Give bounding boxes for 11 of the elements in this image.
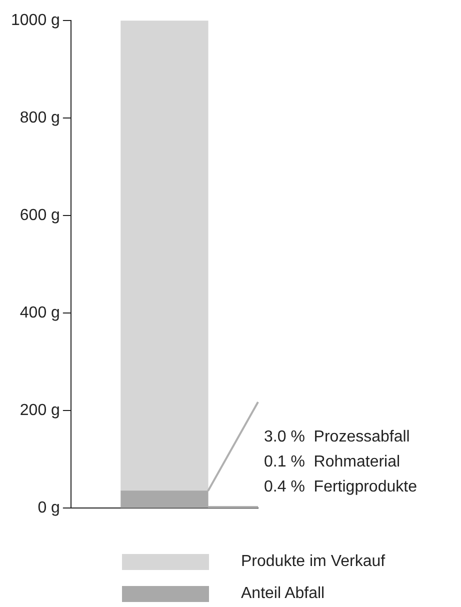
text: Anteil Abfall (241, 585, 325, 603)
y-tick-label: 400 g (20, 304, 60, 322)
text: 0.1 % Rohmaterial (264, 453, 400, 470)
y-tick-label: 0 g (38, 499, 60, 516)
text: 0.4 % Fertigprodukte (264, 478, 418, 496)
y-tick-label: 200 g (20, 402, 60, 419)
y-tick-label: 800 g (20, 109, 60, 126)
text: Produkte im Verkauf (241, 553, 386, 571)
text: 3.0 % Prozessabfall (264, 428, 410, 446)
y-tick-label: 1000 g (11, 12, 60, 30)
y-tick-label: 600 g (20, 206, 60, 224)
